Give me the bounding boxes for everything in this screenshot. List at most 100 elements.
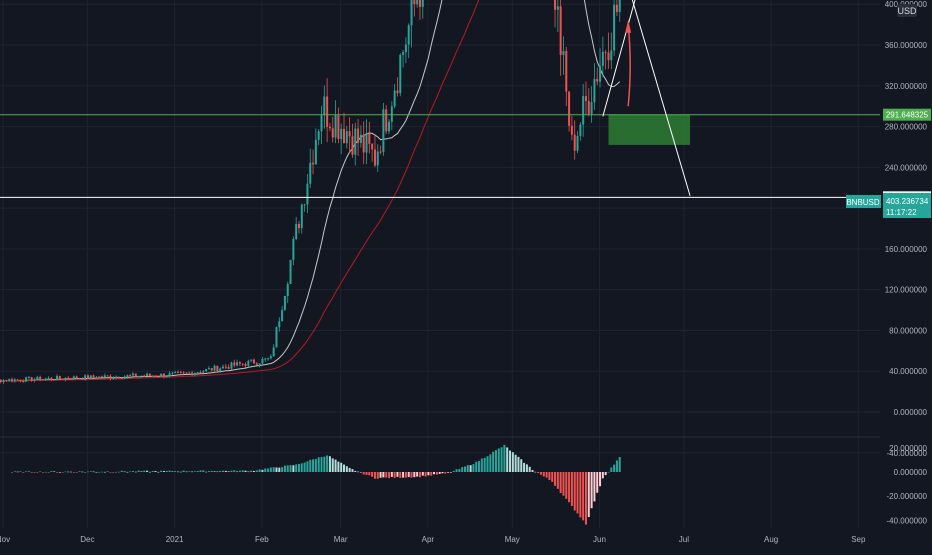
histogram-bar [41,472,44,473]
histogram-bar [106,471,109,472]
grid-layer [0,0,880,528]
histogram-bar [365,472,368,475]
candle-body [343,128,346,144]
candle-body [269,356,272,359]
candle-body [41,379,44,381]
histogram-bar [30,472,33,473]
histogram-bar [393,472,396,478]
currency-badge[interactable]: USD [897,6,917,16]
candle-body [30,377,33,381]
price-tick-label: 360.000000 [885,41,928,50]
histogram-bar [599,472,602,487]
histogram-bar [117,471,120,473]
candle-body [0,379,2,383]
histogram-bar [410,472,413,478]
histogram-bar [134,471,137,473]
histogram-bar [261,469,264,472]
candle-body [393,90,396,107]
candle-body [283,295,286,310]
candle-body [157,376,160,378]
price-tick-label: 240.000000 [885,163,928,172]
candle-body [36,376,39,380]
candle-body [385,109,388,132]
candle-body [309,162,312,184]
last-price-label: 403.236734 [886,197,929,206]
histogram-bar [75,472,78,473]
histogram-bar [157,471,160,473]
histogram-bar [44,471,47,473]
time-tick-label: Nov [0,535,10,544]
histogram-bar [238,470,241,472]
histogram-bar [601,472,604,479]
histogram-bar [379,472,382,478]
candle-body [8,379,11,382]
candle-body [312,162,315,165]
candle-body [303,204,306,206]
histogram-bar [160,470,163,472]
histogram-bar [359,471,362,473]
candle-body [5,380,8,382]
time-tick-label: Jun [593,535,606,544]
candle-body [357,128,360,143]
histogram-bar [573,472,576,511]
currency-badge-bg[interactable] [897,4,917,17]
candle-body [615,4,618,12]
candle-body [278,321,281,328]
histogram-bar [618,457,621,472]
candle-body [252,359,255,364]
histogram-bar [511,452,514,472]
level-price-label: 291.648325 [886,111,929,120]
histogram-bar [25,471,28,473]
histogram-bar [590,472,593,509]
candle-body [317,131,320,140]
histogram-bar [416,472,419,477]
histogram-bar [165,470,168,472]
descending-trendline[interactable] [547,0,691,197]
candle-body [399,54,402,94]
candle-body [410,0,413,26]
histogram-bar [449,472,452,473]
histogram-bar [613,464,616,472]
histogram-bar [388,472,391,479]
histogram-bar [371,472,374,477]
candle-body [202,371,205,373]
histogram-bar [615,460,618,472]
zone-layer [608,114,691,145]
projection-arrowhead [625,19,632,33]
candle-body [607,52,610,61]
candle-body [129,375,132,377]
histogram-bar [129,471,132,473]
candle-body [19,379,22,382]
candle-body [151,375,154,377]
histogram-bar [244,470,247,472]
candle-body [193,372,196,376]
candle-body [390,106,393,122]
histogram-bar [16,471,19,473]
candle-body [272,347,275,357]
histogram-bar [27,471,30,472]
candle-body [570,125,573,135]
candle-body [596,78,599,82]
histogram-bar [92,471,95,473]
candle-body [75,376,78,379]
price-tick-label: 280.000000 [885,123,928,132]
histogram-bar [593,472,596,502]
histogram-bar [494,450,497,472]
ascending-trendline[interactable] [602,0,645,117]
candle-body [27,377,30,379]
candle-body [584,96,587,102]
histogram-bar [252,470,255,472]
histogram-bar [607,471,610,473]
candle-body [199,372,202,374]
candle-body [140,375,143,377]
candle-body [295,223,298,239]
candle-body [53,379,56,381]
histogram-bar [528,466,531,472]
candle-body [568,91,571,126]
candle-body [601,51,604,66]
support-zone[interactable] [608,114,691,145]
histogram-bar [126,471,129,473]
